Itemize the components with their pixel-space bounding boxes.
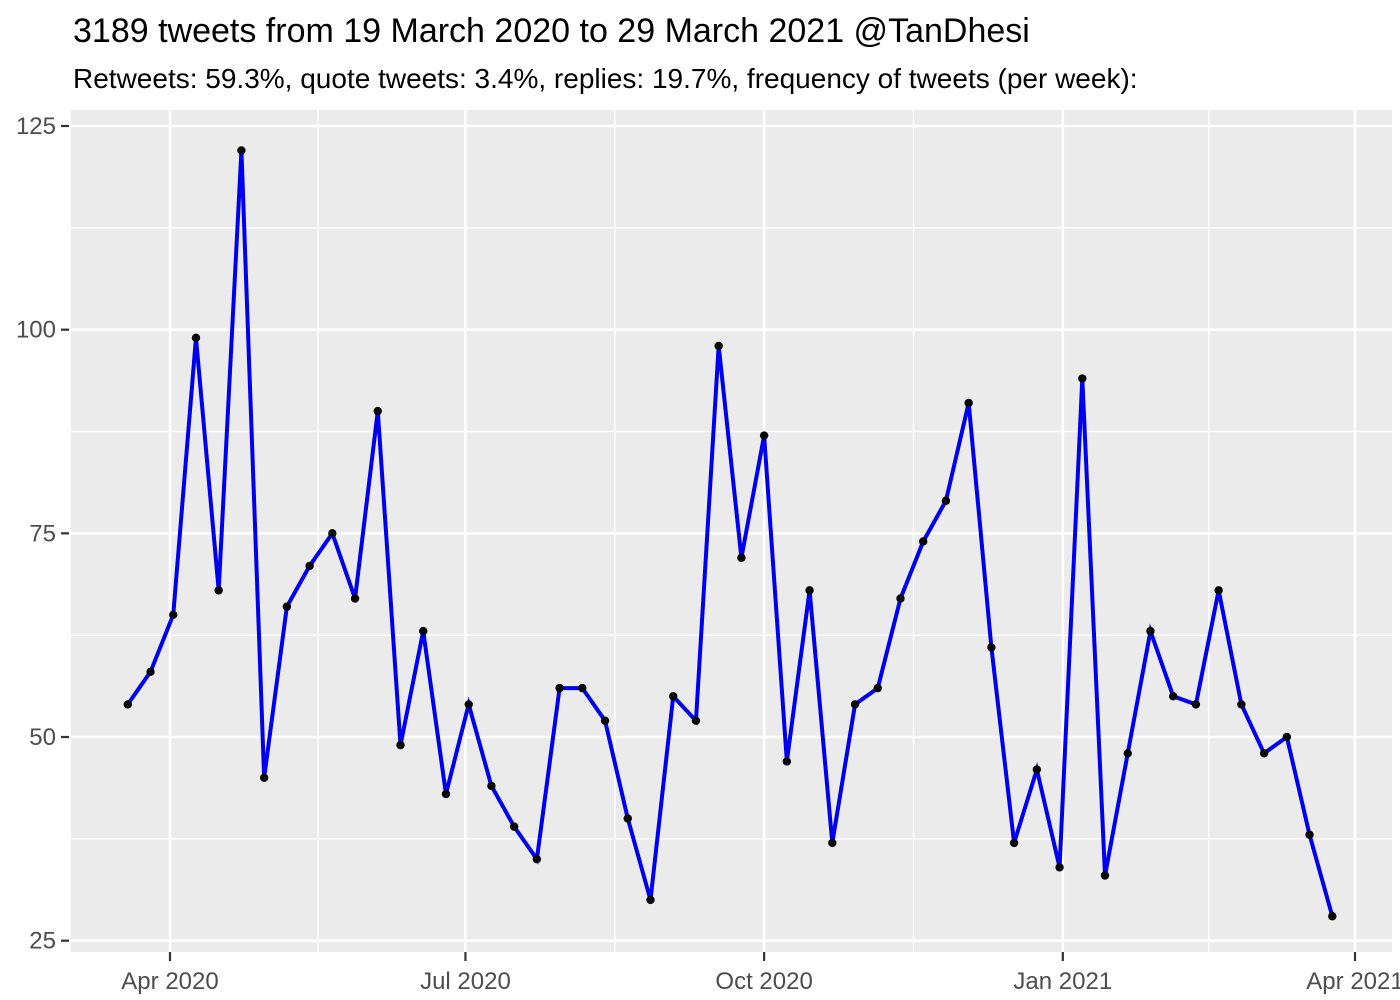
- data-point-marker: [487, 781, 496, 791]
- data-point-marker: [1191, 700, 1201, 709]
- x-tick-label: Jan 2021: [1013, 968, 1112, 995]
- x-tick-label: Apr 2020: [121, 968, 218, 995]
- y-tick-label: 50: [29, 724, 56, 751]
- data-point-marker: [464, 700, 473, 709]
- data-point-marker: [987, 643, 996, 652]
- data-point-marker: [191, 333, 201, 343]
- data-point-marker: [1237, 700, 1246, 709]
- data-point-marker: [623, 814, 632, 823]
- data-point-marker: [509, 822, 519, 831]
- data-point-marker: [1009, 838, 1019, 848]
- data-point-marker: [1305, 830, 1314, 839]
- data-point-marker: [964, 398, 973, 408]
- data-point-marker: [669, 692, 678, 701]
- data-point-marker: [1168, 692, 1178, 701]
- data-point-marker: [328, 529, 337, 538]
- data-point-marker: [441, 789, 451, 799]
- data-point-marker: [1282, 732, 1292, 742]
- data-point-marker: [305, 561, 314, 571]
- data-point-marker: [600, 716, 610, 725]
- data-point-marker: [873, 683, 882, 693]
- data-point-marker: [919, 537, 928, 546]
- data-point-marker: [646, 895, 655, 905]
- data-point-marker: [1100, 871, 1110, 880]
- data-point-marker: [1078, 374, 1087, 383]
- y-tick-label: 100: [16, 317, 56, 344]
- data-point-marker: [237, 146, 246, 155]
- data-point-marker: [169, 610, 178, 620]
- y-tick-label: 25: [29, 928, 56, 955]
- data-point-marker: [1259, 749, 1269, 758]
- data-point-marker: [1055, 863, 1064, 872]
- y-tick-label: 125: [16, 113, 56, 140]
- data-point-marker: [123, 700, 132, 709]
- data-point-marker: [896, 594, 905, 603]
- chart-title: 3189 tweets from 19 March 2020 to 29 Mar…: [73, 12, 1030, 50]
- data-point-marker: [850, 700, 860, 709]
- data-point-marker: [1146, 626, 1155, 636]
- data-point-marker: [1214, 586, 1223, 595]
- x-tick-label: Jul 2020: [420, 968, 511, 995]
- data-point-marker: [782, 757, 792, 766]
- tweet-series-line: [126, 150, 1335, 917]
- panel-background: [71, 110, 1392, 952]
- data-point-marker: [350, 594, 360, 603]
- data-point-marker: [691, 716, 701, 725]
- data-point-marker: [373, 406, 382, 416]
- y-tick-label: 75: [29, 520, 56, 547]
- data-point-marker: [941, 496, 951, 505]
- x-tick-label: Oct 2020: [715, 968, 812, 995]
- data-point-marker: [714, 341, 723, 351]
- data-point-marker: [555, 683, 564, 693]
- data-point-marker: [1032, 765, 1042, 774]
- data-point-marker: [1328, 912, 1337, 921]
- data-point-marker: [146, 667, 155, 677]
- data-point-marker: [419, 626, 428, 636]
- data-point-marker: [759, 431, 769, 440]
- data-point-marker: [214, 586, 223, 595]
- data-point-marker: [578, 683, 587, 693]
- x-tick-label: Apr 2021: [1306, 968, 1400, 995]
- data-point-marker: [396, 740, 405, 750]
- chart-subtitle: Retweets: 59.3%, quote tweets: 3.4%, rep…: [73, 63, 1138, 94]
- data-point-marker: [737, 553, 746, 562]
- data-point-marker: [805, 586, 814, 595]
- data-point-marker: [1123, 749, 1132, 758]
- data-point-marker: [828, 838, 837, 848]
- data-point-marker: [532, 855, 542, 864]
- data-point-marker: [282, 602, 292, 611]
- data-point-marker: [259, 773, 269, 782]
